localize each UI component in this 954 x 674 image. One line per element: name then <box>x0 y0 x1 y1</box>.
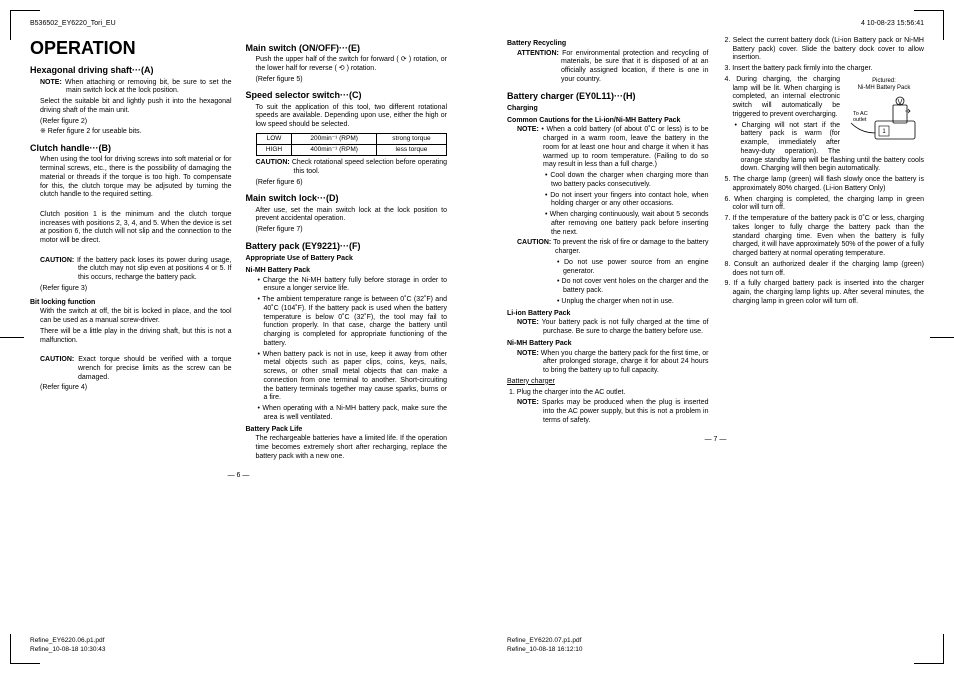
body-text: Push the upper half of the switch for fo… <box>256 56 448 74</box>
page-number: — 7 — <box>507 436 924 445</box>
body-text: (Refer figure 5) <box>256 76 448 85</box>
bullet: • Unplug the charger when not in use. <box>555 298 709 307</box>
page-title: OPERATION <box>30 37 232 60</box>
column-2: 2. Select the current battery dock (Li-i… <box>723 37 925 428</box>
bullet: • Cool down the charger when charging mo… <box>543 172 709 190</box>
body-text: After use, set the main switch lock at t… <box>256 207 448 225</box>
step: 9. If a fully charged battery pack is in… <box>723 280 925 306</box>
sub-heading: Ni-MH Battery Pack <box>246 267 448 276</box>
section-heading: Main switch lock···(D) <box>246 193 448 204</box>
column-1: OPERATION Hexagonal driving shaft···(A) … <box>30 37 232 464</box>
columns: OPERATION Hexagonal driving shaft···(A) … <box>30 37 447 464</box>
sub-heading: Bit locking function <box>30 299 232 308</box>
body-text: (Refer figure 3) <box>40 285 232 294</box>
speed-table: LOW200min⁻¹ (RPM)strong torque HIGH400mi… <box>256 133 448 156</box>
body-text: (Refer figure 2) <box>40 118 232 127</box>
section-heading: Clutch handle···(B) <box>30 143 232 154</box>
column-1: Battery Recycling ATTENTION: For environ… <box>507 37 709 428</box>
bullet: • When battery pack is not in use, keep … <box>256 351 448 404</box>
column-2: Main switch (ON/OFF)···(E) Push the uppe… <box>246 37 448 464</box>
body-text: When using the tool for driving screws i… <box>40 156 232 200</box>
sub-heading: Li-ion Battery Pack <box>507 310 709 319</box>
bullet: • The ambient temperature range is betwe… <box>256 296 448 349</box>
body-text: ※ Refer figure 2 for useable bits. <box>40 128 232 137</box>
footer: Refine_EY6220.06.p1.pdf Refine_10-08-18 … <box>30 637 106 654</box>
section-heading: Hexagonal driving shaft···(A) <box>30 65 232 76</box>
body-text: (Refer figure 6) <box>256 179 448 188</box>
step: 7. If the temperature of the battery pac… <box>723 215 925 259</box>
sub-heading: Charging <box>507 105 709 114</box>
bullet: • When operating with a Ni-MH battery pa… <box>256 405 448 423</box>
page-number: — 6 — <box>30 472 447 481</box>
step: 5. The charge lamp (green) will flash sl… <box>723 176 925 194</box>
note-text: When attaching or removing bit, be sure … <box>65 79 231 95</box>
left-page: B536502_EY6220_Tori_EU OPERATION Hexagon… <box>0 0 477 674</box>
header-meta: 4 10-08-23 15:56:41 <box>861 20 924 29</box>
svg-text:1: 1 <box>882 129 886 135</box>
sub-heading: Ni-MH Battery Pack <box>507 340 709 349</box>
body-text: With the switch at off, the bit is locke… <box>40 308 232 326</box>
body-text: Clutch position 1 is the minimum and the… <box>40 211 232 246</box>
spread: B536502_EY6220_Tori_EU OPERATION Hexagon… <box>0 0 954 674</box>
sub-heading: Battery charger <box>507 378 709 387</box>
bullet: • When charging continuously, wait about… <box>543 211 709 237</box>
sub-heading: Battery Pack Life <box>246 426 448 435</box>
section-heading: Main switch (ON/OFF)···(E) <box>246 43 448 54</box>
bullet: • Do not insert your fingers into contac… <box>543 192 709 210</box>
header-doc-id: B536502_EY6220_Tori_EU <box>30 20 116 29</box>
bullet: • Do not cover vent holes on the charger… <box>555 278 709 296</box>
sub-heading: Battery Recycling <box>507 40 709 49</box>
bullet: • Charge the Ni-MH battery fully before … <box>256 277 448 295</box>
sub-heading: Common Cautions for the Li-ion/Ni-MH Bat… <box>507 117 709 126</box>
body-text: Select the suitable bit and lightly push… <box>40 98 232 116</box>
body-text: (Refer figure 7) <box>256 226 448 235</box>
sub-heading: Appropriate Use of Battery Pack <box>246 255 448 264</box>
step: 3. Insert the battery pack firmly into t… <box>723 65 925 74</box>
body-text: There will be a little play in the drivi… <box>40 328 232 346</box>
step: 2. Select the current battery dock (Li-i… <box>723 37 925 63</box>
svg-text:outlet: outlet <box>853 117 867 123</box>
columns: Battery Recycling ATTENTION: For environ… <box>507 37 924 428</box>
body-text: The rechargeable batteries have a limite… <box>256 435 448 461</box>
header: 4 10-08-23 15:56:41 <box>507 20 924 29</box>
bullet: • Do not use power source from an engine… <box>555 259 709 277</box>
step: 8. Consult an authorized dealer if the c… <box>723 261 925 279</box>
footer: Refine_EY6220.07.p1.pdf Refine_10-08-18 … <box>507 637 583 654</box>
step: 1. Plug the charger into the AC outlet. <box>507 389 709 398</box>
section-heading: Battery pack (EY9221)···(F) <box>246 241 448 252</box>
body-text: To suit the application of this tool, tw… <box>256 104 448 130</box>
step: 6. When charging is completed, the charg… <box>723 196 925 214</box>
charger-diagram: Pictured: Ni-MH Battery Pack 1 To AC out… <box>844 78 924 148</box>
section-heading: Battery charger (EY0L11)···(H) <box>507 91 709 102</box>
body-text: (Refer figure 4) <box>40 384 232 393</box>
right-page: 4 10-08-23 15:56:41 Battery Recycling AT… <box>477 0 954 674</box>
section-heading: Speed selector switch···(C) <box>246 90 448 101</box>
header: B536502_EY6220_Tori_EU <box>30 20 447 29</box>
